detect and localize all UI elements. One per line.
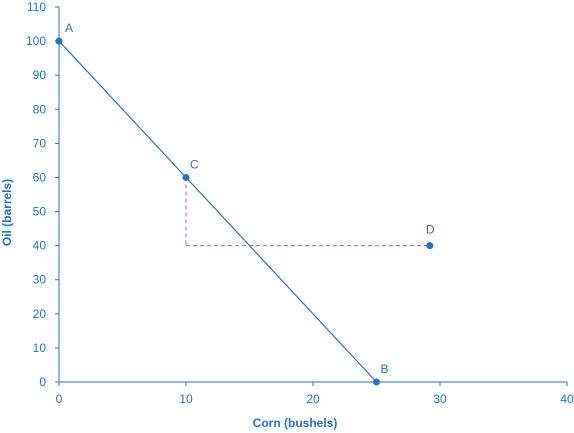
point-c [182, 173, 190, 181]
x-tick-label: 10 [179, 392, 193, 406]
point-d [426, 242, 434, 250]
point-a [55, 37, 63, 45]
y-tick-label: 80 [33, 102, 47, 116]
y-tick-label: 100 [26, 34, 46, 48]
point-label-a: A [65, 21, 73, 35]
y-tick-label: 20 [33, 307, 47, 321]
x-tick-label: 40 [560, 392, 574, 406]
x-axis-title: Corn (bushels) [253, 416, 338, 430]
y-tick-label: 70 [33, 136, 47, 150]
y-tick-label: 50 [33, 205, 47, 219]
production-possibilities-line [58, 40, 377, 383]
y-tick-label: 40 [33, 239, 47, 253]
y-axis-title: Oil (barrels) [0, 179, 14, 246]
data-points: A B C D [55, 21, 435, 386]
x-tick-label: 20 [306, 392, 320, 406]
point-label-b: B [381, 362, 389, 376]
y-tick-label: 0 [39, 375, 46, 389]
x-tick-label: 30 [433, 392, 447, 406]
y-tick-label: 30 [33, 273, 47, 287]
guide-lines [185, 177, 430, 247]
point-label-d: D [426, 223, 435, 237]
y-tick-label: 90 [33, 68, 47, 82]
y-tick-label: 110 [27, 0, 46, 14]
axes [55, 6, 568, 386]
point-b [373, 378, 380, 386]
tick-labels: 0 10 20 30 40 50 60 70 80 90 100 110 0 10 20 30 40 [26, 0, 574, 406]
y-tick-label: 60 [33, 170, 47, 184]
point-label-c: C [190, 157, 199, 171]
x-tick-label: 0 [56, 392, 63, 406]
y-tick-label: 10 [33, 341, 47, 355]
series-line [58, 40, 377, 383]
